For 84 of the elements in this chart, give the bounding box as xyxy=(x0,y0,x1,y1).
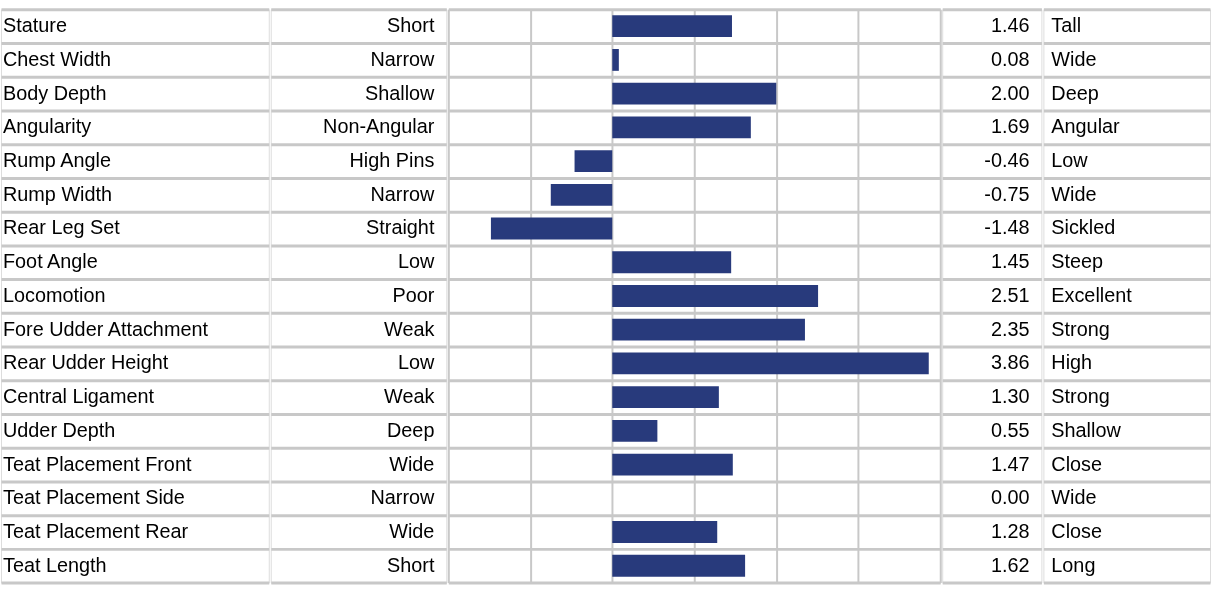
bar xyxy=(574,150,613,172)
data-label: 1.62 xyxy=(990,553,1030,576)
y-tick-label: Chest Width xyxy=(2,47,111,70)
text: Angular xyxy=(1051,115,1121,138)
y-tick-label: Central Ligament xyxy=(2,385,155,408)
text: Close xyxy=(1051,452,1103,475)
text: Deep xyxy=(1051,81,1099,104)
data-label: 1.47 xyxy=(990,452,1030,475)
data-label: 1.69 xyxy=(990,115,1030,138)
bar xyxy=(612,352,929,375)
text: Steep xyxy=(1051,250,1104,273)
data-label: 1.45 xyxy=(990,250,1030,273)
y-tick-label: Rear Udder Height xyxy=(2,351,169,374)
bar xyxy=(490,217,613,240)
y-tick-label: Teat Length xyxy=(2,553,107,576)
text: Shallow xyxy=(364,81,436,104)
bar xyxy=(612,15,732,38)
data-label: 2.00 xyxy=(990,81,1030,104)
data-label: 1.28 xyxy=(990,519,1030,542)
bar xyxy=(612,554,746,577)
text: High Pins xyxy=(349,149,435,172)
text: Low xyxy=(1051,149,1089,172)
bar xyxy=(612,251,732,274)
text: Narrow xyxy=(370,182,436,205)
y-tick-label: Teat Placement Front xyxy=(2,452,192,475)
text: Low xyxy=(398,250,436,273)
text: Wide xyxy=(389,452,435,475)
text: Wide xyxy=(1051,486,1097,509)
text: Short xyxy=(387,14,435,37)
bar xyxy=(612,49,619,71)
text: Tall xyxy=(1051,14,1082,37)
y-tick-label: Fore Udder Attachment xyxy=(2,317,209,340)
data-label: 1.30 xyxy=(990,385,1030,408)
y-tick-label: Rump Width xyxy=(2,182,113,205)
text: Long xyxy=(1051,553,1096,576)
text: Narrow xyxy=(370,47,436,70)
bar xyxy=(612,386,719,409)
text: Shallow xyxy=(1051,418,1122,441)
y-tick-label: Teat Placement Side xyxy=(2,486,185,509)
y-tick-label: Locomotion xyxy=(2,283,106,306)
bar xyxy=(612,285,819,307)
data-label: 0.00 xyxy=(990,486,1030,509)
text: Straight xyxy=(366,216,435,239)
text: Non-Angular xyxy=(323,115,435,138)
text: Narrow xyxy=(370,486,436,509)
text: Low xyxy=(398,351,436,374)
text: Wide xyxy=(389,519,435,542)
y-tick-label: Rear Leg Set xyxy=(2,216,121,239)
bar xyxy=(612,521,718,543)
text: Poor xyxy=(392,283,435,306)
text: Close xyxy=(1051,519,1103,542)
bar xyxy=(550,183,613,206)
data-label: 2.51 xyxy=(990,283,1030,306)
text: Strong xyxy=(1051,385,1110,408)
text: Wide xyxy=(1051,182,1097,205)
y-tick-label: Teat Placement Rear xyxy=(2,519,189,542)
y-tick-label: Udder Depth xyxy=(2,418,116,441)
text: Deep xyxy=(387,418,435,441)
bar xyxy=(612,419,658,442)
data-label: 1.46 xyxy=(990,14,1030,37)
data-label: 3.86 xyxy=(990,351,1030,374)
data-label: 0.55 xyxy=(990,418,1030,441)
data-label: -0.75 xyxy=(984,182,1030,205)
y-tick-label: Angularity xyxy=(2,115,92,138)
y-tick-label: Stature xyxy=(2,14,67,37)
y-tick-label: Body Depth xyxy=(2,81,107,104)
y-tick-label: Rump Angle xyxy=(2,149,112,172)
bar xyxy=(612,318,805,341)
bar xyxy=(612,453,733,476)
y-tick-label: Foot Angle xyxy=(2,250,98,273)
data-label: -0.46 xyxy=(984,149,1030,172)
data-label: 2.35 xyxy=(990,317,1030,340)
text: Excellent xyxy=(1051,283,1133,306)
bar xyxy=(612,82,777,105)
text: Weak xyxy=(384,317,435,340)
bar xyxy=(612,116,751,139)
text: Wide xyxy=(1051,47,1097,70)
text: Strong xyxy=(1051,317,1110,340)
data-label: -1.48 xyxy=(984,216,1030,239)
text: Weak xyxy=(384,385,435,408)
text: Short xyxy=(387,553,435,576)
text: Sickled xyxy=(1051,216,1116,239)
text: High xyxy=(1051,351,1093,374)
data-label: 0.08 xyxy=(990,47,1030,70)
